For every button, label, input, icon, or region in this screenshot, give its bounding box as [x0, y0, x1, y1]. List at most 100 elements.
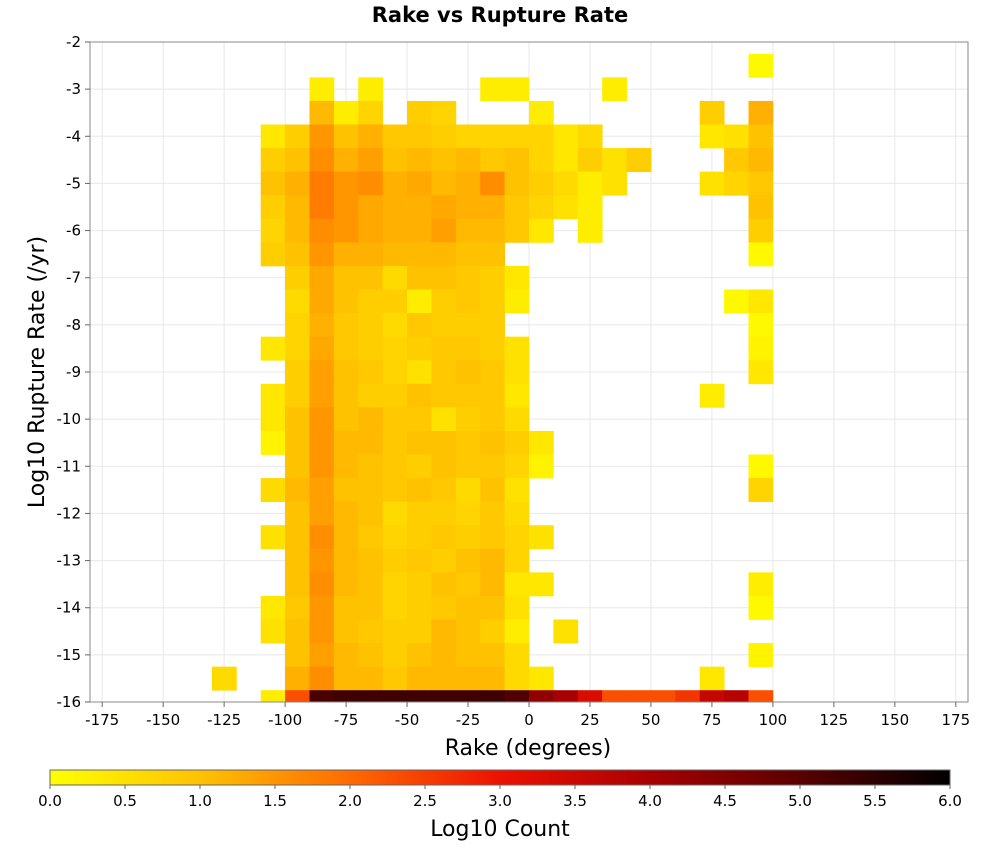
- heatmap-cell: [529, 666, 554, 691]
- heatmap-cell: [504, 501, 530, 526]
- heatmap-cell: [431, 478, 457, 503]
- heatmap-cell: [333, 242, 359, 267]
- heatmap-cell: [724, 124, 749, 149]
- colorbar-tick-label: 0.5: [113, 792, 137, 810]
- heatmap-cell: [480, 360, 506, 385]
- heatmap-cell: [333, 218, 359, 243]
- heatmap-cell: [407, 383, 432, 408]
- colorbar-tick-label: 5.0: [788, 792, 812, 810]
- heatmap-cell: [382, 501, 408, 526]
- heatmap-cell: [699, 666, 725, 691]
- heatmap-cell: [504, 619, 530, 644]
- heatmap-cell: [358, 336, 384, 361]
- heatmap-cell: [724, 171, 749, 196]
- heatmap-cell: [358, 242, 384, 267]
- heatmap-cell: [504, 454, 530, 479]
- heatmap-cell: [285, 454, 310, 479]
- heatmap-cell: [504, 572, 530, 597]
- heatmap-cell: [553, 690, 579, 703]
- heatmap-cell: [455, 690, 481, 703]
- heatmap-cell: [455, 383, 481, 408]
- y-tick-label: -14: [57, 599, 82, 617]
- heatmap-cell: [431, 690, 457, 703]
- heatmap-cell: [480, 572, 506, 597]
- heatmap-cell: [455, 525, 481, 550]
- heatmap-cell: [553, 171, 579, 196]
- heatmap-cell: [333, 407, 359, 432]
- heatmap-cell: [309, 77, 335, 102]
- heatmap-cell: [382, 218, 408, 243]
- heatmap-cell: [724, 289, 749, 314]
- x-tick-label: -175: [85, 711, 119, 729]
- heatmap-cell: [333, 289, 359, 314]
- heatmap-cell: [407, 478, 432, 503]
- y-axis-label: Log10 Rupture Rate (/yr): [25, 236, 50, 508]
- heatmap-cell: [309, 383, 335, 408]
- heatmap-cell: [480, 218, 506, 243]
- heatmap-cell: [504, 643, 530, 668]
- heatmap-cell: [699, 171, 725, 196]
- heatmap-cell: [626, 148, 652, 173]
- heatmap-cell: [407, 124, 432, 149]
- heatmap-cell: [358, 218, 384, 243]
- heatmap-cell: [333, 360, 359, 385]
- heatmap-cell: [480, 195, 506, 220]
- x-tick-label: -125: [207, 711, 241, 729]
- y-tick-label: -6: [66, 222, 81, 240]
- heatmap-cell: [504, 478, 530, 503]
- heatmap-cell: [748, 572, 774, 597]
- heatmap-cell: [455, 430, 481, 455]
- heatmap-cell: [529, 148, 554, 173]
- heatmap-cell: [748, 218, 774, 243]
- heatmap-cell: [455, 265, 481, 290]
- heatmap-cell: [309, 572, 335, 597]
- heatmap-cell: [260, 383, 286, 408]
- heatmap-cell: [455, 572, 481, 597]
- heatmap-cell: [748, 313, 774, 338]
- heatmap-cell: [285, 666, 310, 691]
- heatmap-cell: [407, 313, 432, 338]
- heatmap-cell: [309, 643, 335, 668]
- heatmap-cell: [333, 501, 359, 526]
- colorbar-tick-label: 0.0: [38, 792, 62, 810]
- heatmap-cell: [455, 171, 481, 196]
- heatmap-cell: [260, 478, 286, 503]
- heatmap-cell: [382, 265, 408, 290]
- y-tick-label: -8: [66, 316, 81, 334]
- y-tick-label: -16: [57, 693, 82, 711]
- heatmap-cell: [480, 454, 506, 479]
- heatmap-cell: [455, 548, 481, 573]
- heatmap-cell: [309, 360, 335, 385]
- heatmap-cell: [529, 100, 554, 125]
- heatmap-cell: [285, 383, 310, 408]
- heatmap-cell: [480, 289, 506, 314]
- heatmap-cell: [285, 407, 310, 432]
- heatmap-cells: [211, 53, 774, 703]
- heatmap-cell: [431, 619, 457, 644]
- heatmap-cell: [407, 218, 432, 243]
- x-tick-label: 75: [702, 711, 721, 729]
- heatmap-cell: [358, 77, 384, 102]
- heatmap-cell: [260, 525, 286, 550]
- heatmap-cell: [529, 124, 554, 149]
- heatmap-cell: [480, 124, 506, 149]
- heatmap-cell: [333, 124, 359, 149]
- heatmap-cell: [699, 124, 725, 149]
- heatmap-cell: [407, 148, 432, 173]
- y-tick-label: -4: [66, 127, 81, 145]
- heatmap-cell: [455, 336, 481, 361]
- heatmap-cell: [431, 407, 457, 432]
- heatmap-cell: [529, 572, 554, 597]
- heatmap-cell: [407, 100, 432, 125]
- heatmap-cell: [577, 690, 603, 703]
- heatmap-cell: [407, 666, 432, 691]
- heatmap-cell: [407, 195, 432, 220]
- heatmap-cell: [333, 548, 359, 573]
- heatmap-cell: [455, 313, 481, 338]
- heatmap-cell: [748, 595, 774, 620]
- heatmap-cell: [407, 525, 432, 550]
- heatmap-cell: [431, 124, 457, 149]
- heatmap-cell: [480, 619, 506, 644]
- heatmap-cell: [285, 124, 310, 149]
